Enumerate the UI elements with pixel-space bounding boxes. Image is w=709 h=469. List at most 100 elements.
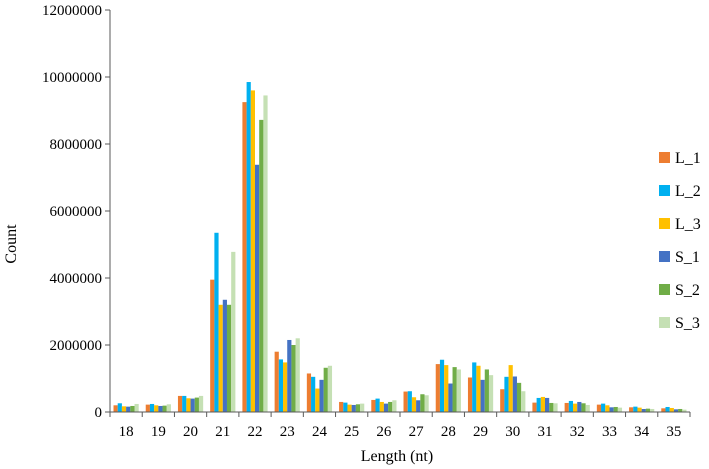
bar-l-1-25 xyxy=(339,401,344,412)
bar-s-2-20 xyxy=(194,397,199,412)
bar-l-3-29 xyxy=(476,365,481,412)
bar-s-2-34 xyxy=(645,408,651,412)
bar-l-2-21 xyxy=(214,232,219,412)
bar-l-3-18 xyxy=(121,406,127,412)
bar-l-1-30 xyxy=(500,389,505,412)
legend-label-l-1: L_1 xyxy=(675,150,701,167)
legend-swatch-s-3 xyxy=(659,317,670,328)
bar-l-2-19 xyxy=(149,403,155,412)
bar-s-2-19 xyxy=(162,405,167,412)
bar-l-2-26 xyxy=(375,398,380,412)
y-tick-label: 0 xyxy=(95,405,103,421)
bar-l-1-34 xyxy=(629,407,634,412)
x-tick-label: 30 xyxy=(505,424,520,440)
bar-s-3-27 xyxy=(424,395,429,412)
bar-l-3-25 xyxy=(347,404,352,412)
bar-s-3-24 xyxy=(327,365,333,412)
bar-s-3-23 xyxy=(295,338,300,412)
bar-s-3-31 xyxy=(553,403,558,412)
bar-l-1-26 xyxy=(371,399,376,412)
bar-s-3-33 xyxy=(617,407,623,412)
bar-l-1-20 xyxy=(177,395,183,412)
y-tick-label: 12000000 xyxy=(42,3,102,19)
bar-l-3-33 xyxy=(605,405,610,412)
bar-s-1-21 xyxy=(222,299,227,412)
bar-s-2-29 xyxy=(484,369,489,412)
bar-l-2-32 xyxy=(568,400,574,412)
bar-l-3-35 xyxy=(669,407,674,412)
y-axis-ticks: 0 2000000 4000000 6000000 8000000 10000000 120… xyxy=(42,3,110,421)
legend-label-s-1: S_1 xyxy=(675,249,700,266)
x-tick-label: 22 xyxy=(248,424,263,440)
legend-swatch-l-3 xyxy=(659,218,670,229)
bar-l-3-31 xyxy=(540,396,545,412)
bar-s-2-25 xyxy=(355,404,361,412)
bar-s-3-35 xyxy=(682,409,687,412)
bar-l-3-20 xyxy=(186,398,191,412)
bar-s-3-25 xyxy=(360,403,365,412)
bar-s-1-18 xyxy=(126,406,131,412)
bar-s-1-27 xyxy=(416,400,421,412)
bar-l-2-33 xyxy=(601,403,606,412)
bar-s-1-31 xyxy=(545,397,550,412)
y-tick-label: 4000000 xyxy=(50,271,103,287)
x-tick-label: 29 xyxy=(473,424,488,440)
x-tick-label: 18 xyxy=(119,424,134,440)
x-tick-label: 19 xyxy=(151,424,166,440)
x-axis-title: Length (nt) xyxy=(361,448,433,465)
bar-s-2-18 xyxy=(130,405,135,412)
bar-s-1-23 xyxy=(287,339,292,412)
bar-s-2-27 xyxy=(420,394,425,412)
x-tick-label: 28 xyxy=(441,424,456,440)
x-tick-label: 35 xyxy=(666,424,681,440)
bar-s-1-20 xyxy=(190,398,195,412)
legend-label-s-2: S_2 xyxy=(675,282,700,299)
legend-label-l-2: L_2 xyxy=(675,183,701,200)
bar-l-2-23 xyxy=(278,359,284,412)
bar-l-2-20 xyxy=(182,395,187,412)
bar-s-3-34 xyxy=(650,408,655,412)
bar-s-1-28 xyxy=(448,383,453,412)
y-tick-label: 2000000 xyxy=(50,338,103,354)
bar-l-1-29 xyxy=(467,377,473,412)
bar-l-2-34 xyxy=(633,406,638,412)
bar-l-2-22 xyxy=(246,82,251,413)
bar-s-1-24 xyxy=(319,379,324,412)
bar-s-3-29 xyxy=(488,375,494,412)
bar-l-2-31 xyxy=(536,397,541,412)
bar-s-3-32 xyxy=(585,404,590,412)
bar-l-3-34 xyxy=(637,407,642,412)
bar-s-1-33 xyxy=(609,407,614,412)
bar-l-3-22 xyxy=(250,90,255,413)
bar-l-1-18 xyxy=(113,405,118,412)
bar-s-1-34 xyxy=(641,408,646,412)
x-tick-label: 33 xyxy=(602,424,617,440)
bar-s-3-30 xyxy=(521,391,526,412)
bar-s-2-28 xyxy=(452,367,457,412)
x-tick-label: 24 xyxy=(312,424,328,440)
bar-s-3-26 xyxy=(392,400,397,412)
legend-swatch-l-2 xyxy=(659,185,670,196)
bar-l-1-31 xyxy=(532,402,537,412)
bar-s-3-21 xyxy=(231,251,236,412)
bar-l-2-27 xyxy=(407,391,412,412)
bar-s-1-32 xyxy=(577,401,582,412)
bar-s-2-22 xyxy=(259,119,264,412)
bar-s-2-21 xyxy=(226,304,232,412)
bar-s-2-32 xyxy=(581,403,586,412)
bar-s-1-19 xyxy=(158,405,163,412)
x-tick-label: 31 xyxy=(538,424,553,440)
bar-l-3-30 xyxy=(508,365,513,412)
bar-l-1-24 xyxy=(306,373,312,412)
x-axis-ticks: 18 19 20 21 22 23 24 25 26 27 28 29 30 31 32 33 34 35 xyxy=(109,412,691,440)
bar-l-1-22 xyxy=(242,102,247,412)
bar-s-1-30 xyxy=(512,376,517,412)
bar-l-3-27 xyxy=(411,397,417,412)
bar-l-1-23 xyxy=(274,351,279,412)
bar-s-1-25 xyxy=(351,404,356,412)
bar-l-1-28 xyxy=(435,364,440,412)
bar-l-1-27 xyxy=(403,391,408,412)
bar-s-2-30 xyxy=(516,382,522,412)
bar-l-1-19 xyxy=(145,404,150,412)
x-tick-label: 25 xyxy=(344,424,359,440)
